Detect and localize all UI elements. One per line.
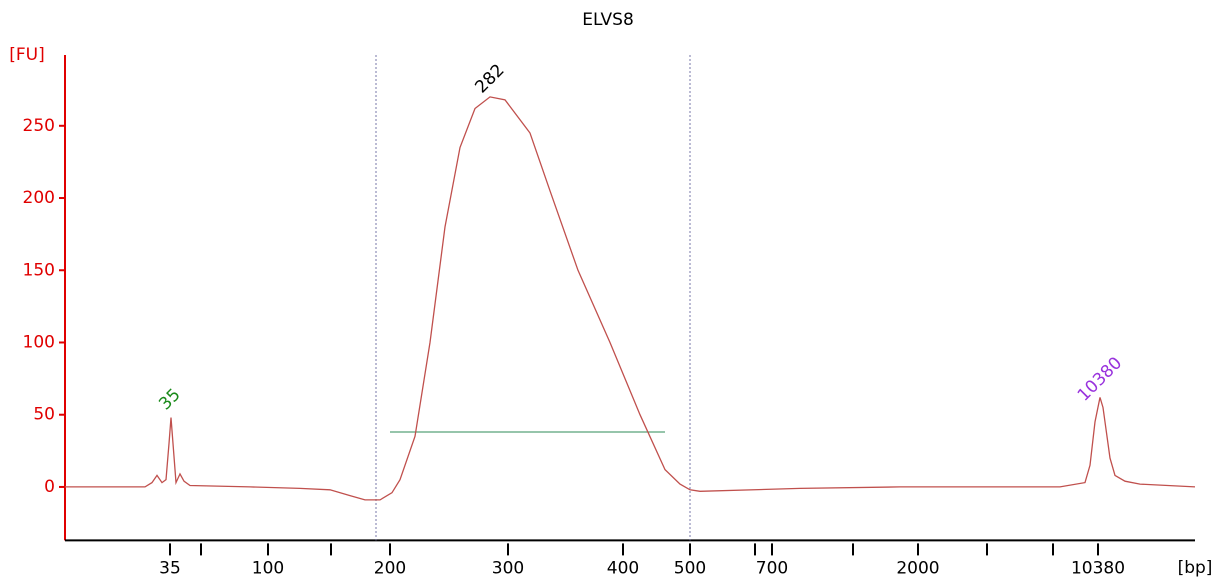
x-tick-label: 100: [252, 558, 284, 578]
x-axis-label: [bp]: [1178, 558, 1213, 578]
x-tick-label: 400: [607, 558, 639, 578]
x-tick-label: 35: [159, 558, 181, 578]
x-tick-label: 10380: [1071, 558, 1125, 578]
x-tick-label: 300: [492, 558, 524, 578]
y-tick-label: 100: [23, 332, 55, 352]
y-tick-label: 250: [23, 116, 55, 136]
y-tick-label: 150: [23, 260, 55, 280]
x-tick-label: 200: [374, 558, 406, 578]
peak-label: 35: [155, 385, 184, 414]
x-tick-label: 500: [674, 558, 706, 578]
y-tick-label: 200: [23, 188, 55, 208]
peak-label: 282: [471, 60, 508, 97]
chart-title: ELVS8: [582, 10, 634, 30]
x-tick-label: 700: [756, 558, 788, 578]
y-axis-label: [FU]: [9, 45, 45, 65]
x-tick-label: 2000: [896, 558, 939, 578]
trace: [65, 96, 1196, 501]
y-tick-label: 0: [44, 477, 55, 497]
y-tick-label: 50: [33, 405, 55, 425]
